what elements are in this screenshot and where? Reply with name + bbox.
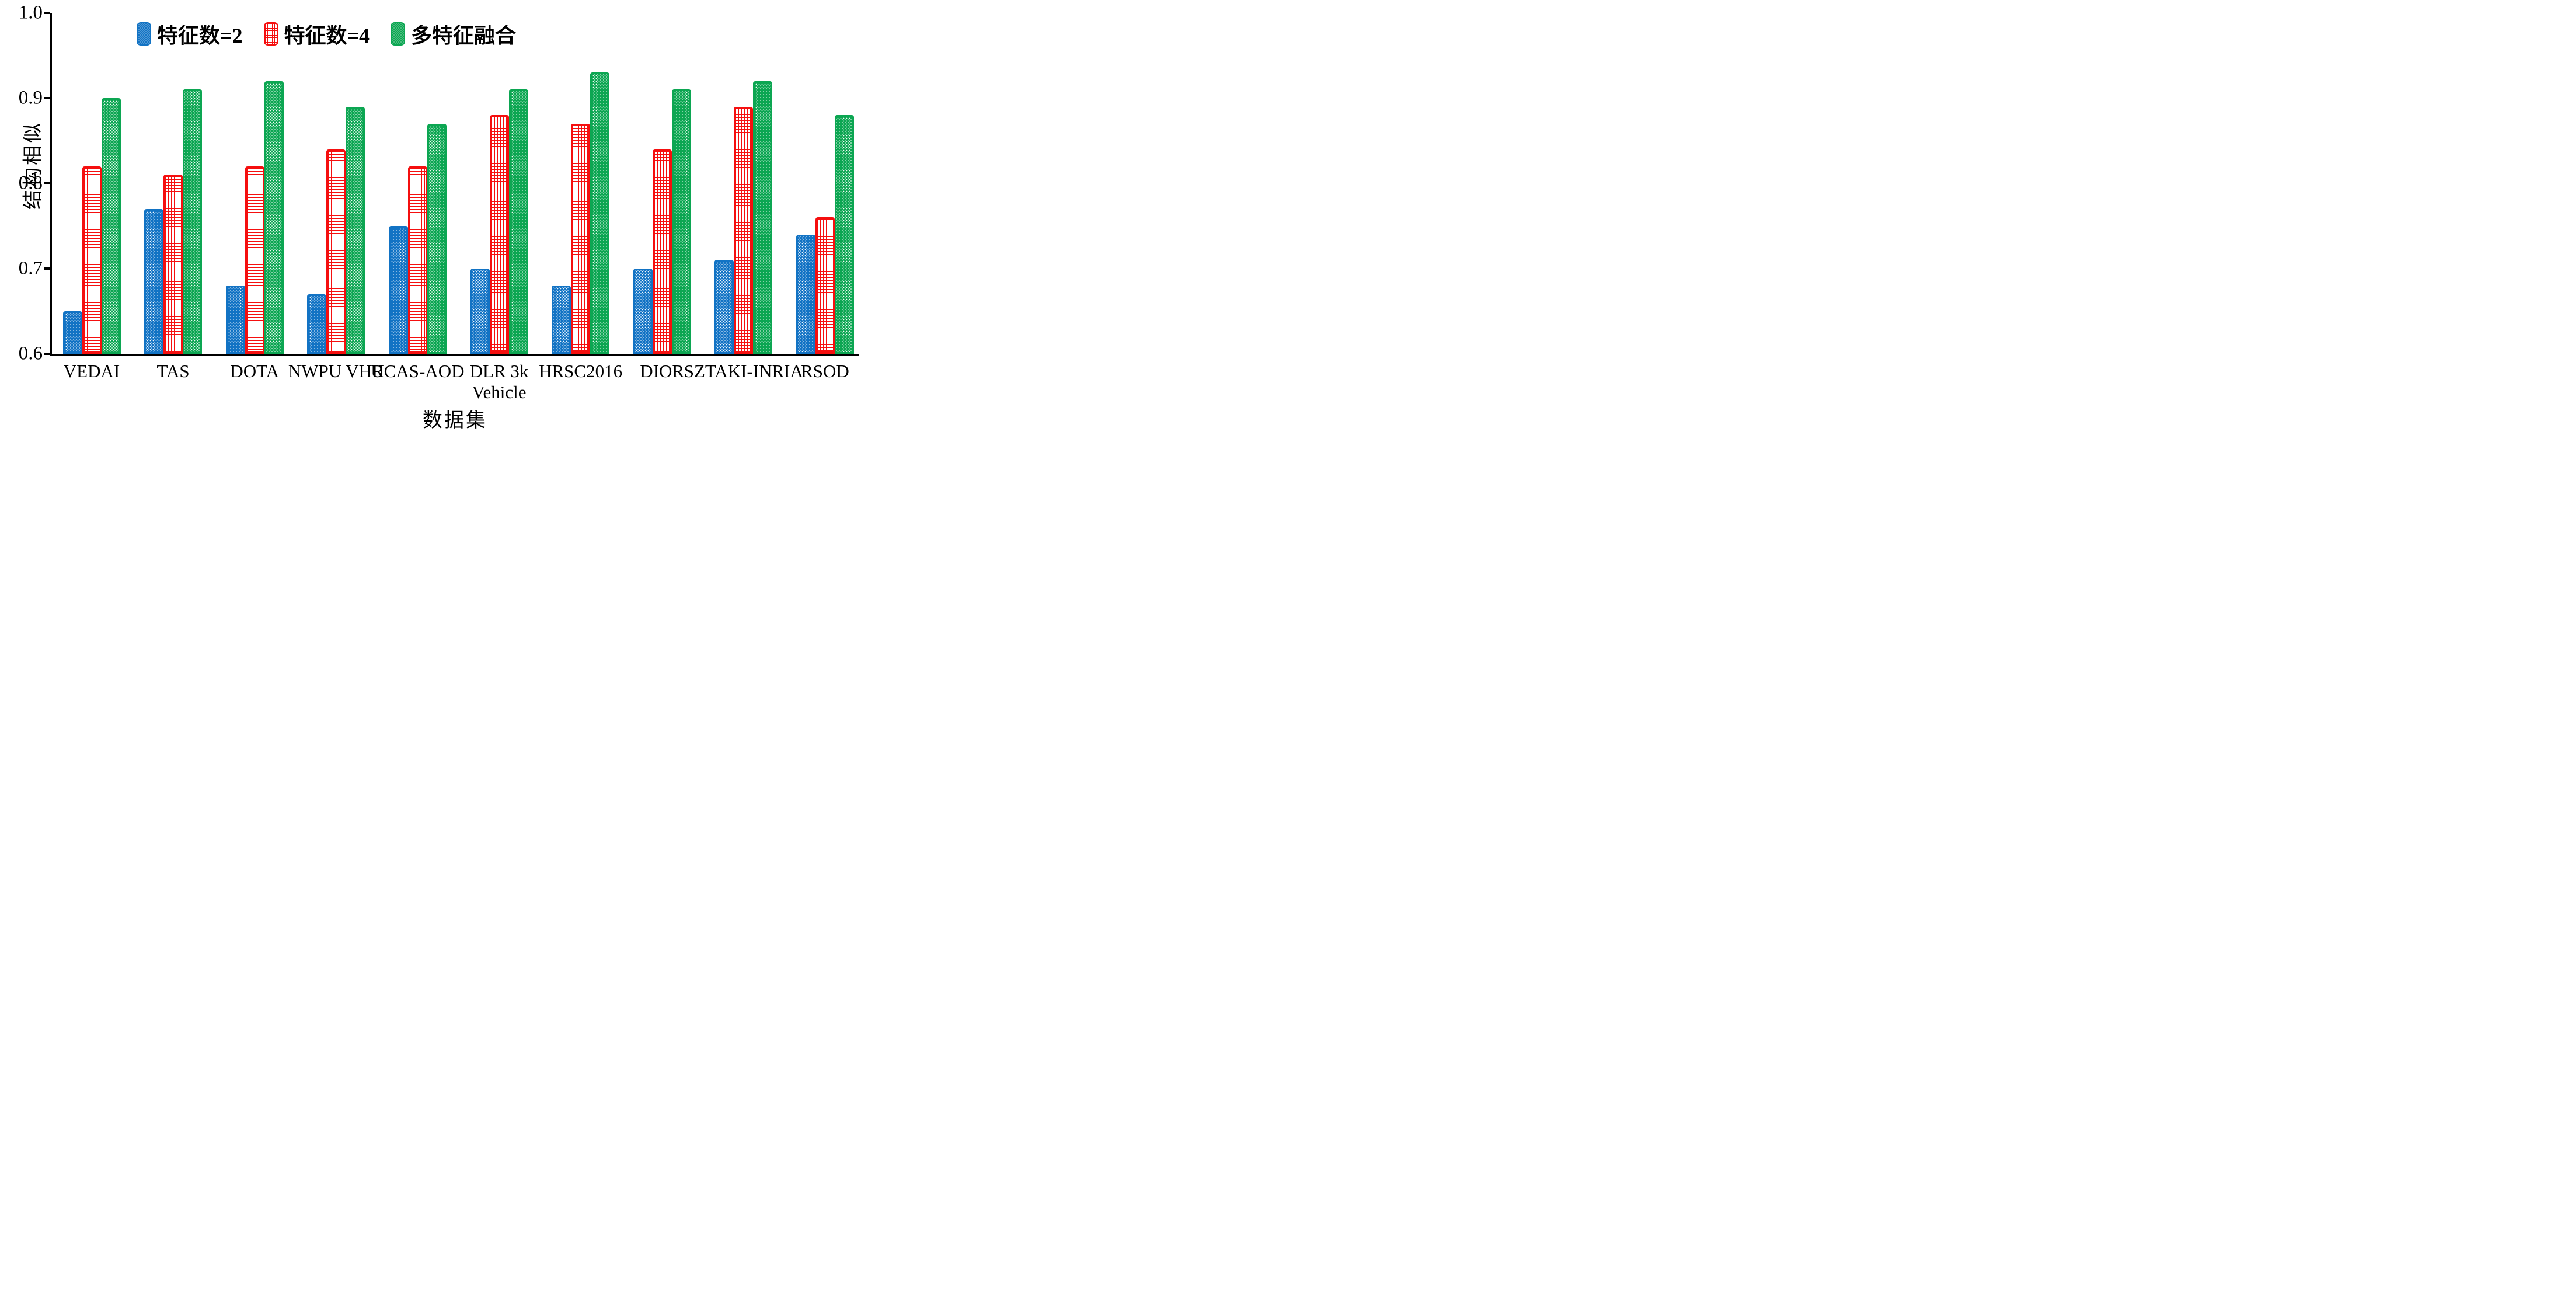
bar-多特征融合-VEDAI xyxy=(101,98,121,354)
legend-swatch-red-grid-hatch-icon xyxy=(263,22,278,46)
x-axis-label: 数据集 xyxy=(423,410,487,431)
bar-特征数=2-VEDAI xyxy=(62,311,82,354)
bar-特征数=4-DIOR xyxy=(652,149,672,354)
bar-多特征融合-UCAS-AOD xyxy=(427,123,447,354)
bar-多特征融合-DOTA xyxy=(264,81,284,354)
bar-特征数=4-DOTA xyxy=(245,166,264,354)
legend-label: 多特征融合 xyxy=(411,24,517,47)
y-tick-label-0.7: 0.7 xyxy=(18,257,43,279)
y-tick-0.6 xyxy=(44,353,50,355)
legend-swatch-blue-dotted-icon xyxy=(137,22,151,46)
legend-label: 特征数=2 xyxy=(157,24,243,47)
bar-多特征融合-TAS xyxy=(183,89,203,354)
legend-item-多特征融合: 多特征融合 xyxy=(391,19,516,49)
bar-特征数=4-NWPU VHR xyxy=(326,149,346,354)
bar-多特征融合-DIOR xyxy=(671,89,691,354)
bar-多特征融合-RSOD xyxy=(834,115,854,354)
bar-特征数=2-HRSC2016 xyxy=(552,286,571,354)
legend: 特征数=2 特征数=4 多特征融合 xyxy=(137,19,516,49)
bar-特征数=4-TAS xyxy=(163,175,183,354)
x-category-label-SZTAKI-INRIA: SZTAKI-INRIA xyxy=(684,361,803,381)
bar-多特征融合-NWPU VHR xyxy=(346,106,365,354)
y-tick-0.8 xyxy=(44,182,50,184)
bar-chart-figure: 结构相似 特征数=2 特征数=4 多特征融合 数据集 0.6 0.7 0.8 0.9 1.0… xyxy=(0,0,859,431)
x-category-label-HRSC2016: HRSC2016 xyxy=(539,361,623,381)
bar-特征数=2-UCAS-AOD xyxy=(388,226,408,354)
bar-特征数=2-DOTA xyxy=(225,286,245,354)
y-axis-line xyxy=(50,13,52,356)
y-tick-label-0.9: 0.9 xyxy=(18,87,43,109)
bar-特征数=2-RSOD xyxy=(796,234,815,354)
x-axis-line xyxy=(50,354,859,356)
plot-area xyxy=(51,13,859,354)
bar-特征数=2-SZTAKI-INRIA xyxy=(714,260,734,354)
x-category-label-UCAS-AOD: UCAS-AOD xyxy=(371,361,465,381)
bar-特征数=2-DIOR xyxy=(633,269,653,354)
y-tick-label-0.8: 0.8 xyxy=(18,172,43,194)
bar-多特征融合-HRSC2016 xyxy=(590,72,610,354)
legend-item-特征数=4: 特征数=4 xyxy=(263,19,370,49)
x-category-label-VEDAI: VEDAI xyxy=(63,361,120,381)
bar-特征数=4-VEDAI xyxy=(82,166,102,354)
bar-特征数=2-DLR 3k Vehicle xyxy=(470,269,490,354)
x-category-label-NWPU VHR: NWPU VHR xyxy=(288,361,384,381)
y-tick-label-0.6: 0.6 xyxy=(18,343,43,364)
y-tick-0.7 xyxy=(44,267,50,270)
bar-特征数=4-HRSC2016 xyxy=(571,123,591,354)
bar-特征数=4-SZTAKI-INRIA xyxy=(734,106,754,354)
legend-label: 特征数=4 xyxy=(284,24,370,47)
bar-特征数=4-UCAS-AOD xyxy=(407,166,427,354)
bar-特征数=4-RSOD xyxy=(815,217,835,354)
legend-swatch-green-dotted-icon xyxy=(391,22,406,46)
bar-特征数=2-TAS xyxy=(144,208,164,354)
x-category-label-RSOD: RSOD xyxy=(801,361,849,381)
bar-特征数=2-NWPU VHR xyxy=(307,294,327,354)
x-category-label-DLR 3k Vehicle: DLR 3k Vehicle xyxy=(469,361,529,402)
x-category-label-TAS: TAS xyxy=(156,361,190,381)
x-category-label-DOTA: DOTA xyxy=(230,361,279,381)
x-category-label-DIOR: DIOR xyxy=(640,361,685,381)
y-tick-0.9 xyxy=(44,97,50,99)
y-tick-label-1.0: 1.0 xyxy=(18,2,43,23)
legend-item-特征数=2: 特征数=2 xyxy=(137,19,243,49)
bar-多特征融合-SZTAKI-INRIA xyxy=(753,81,773,354)
bar-特征数=4-DLR 3k Vehicle xyxy=(489,115,509,354)
y-tick-1.0 xyxy=(44,12,50,14)
bar-多特征融合-DLR 3k Vehicle xyxy=(508,89,528,354)
